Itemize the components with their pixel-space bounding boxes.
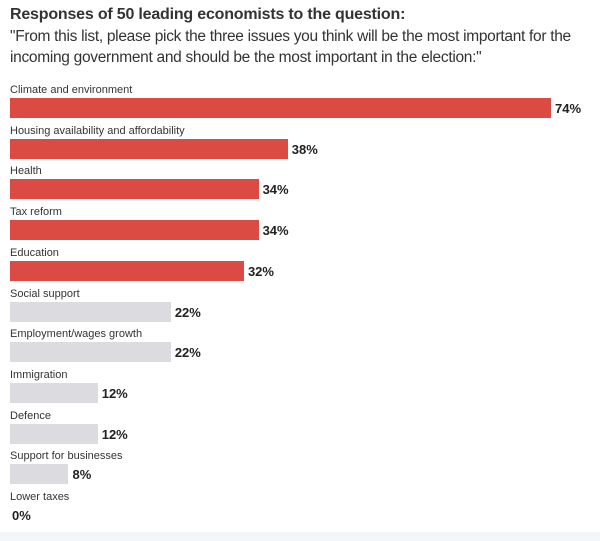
bar-row: Tax reform 34% xyxy=(10,206,600,246)
category-label: Lower taxes xyxy=(10,491,70,503)
category-label: Climate and environment xyxy=(10,84,133,96)
bar xyxy=(10,98,551,118)
chart-subtitle: "From this list, please pick the three i… xyxy=(10,28,571,66)
bar-row: Health 34% xyxy=(10,165,600,205)
category-label: Social support xyxy=(10,287,80,300)
category-label: Employment/wages growth xyxy=(10,328,143,341)
value-label: 22% xyxy=(174,304,201,320)
bar-row: Housing availability and affordability 38… xyxy=(10,125,600,165)
value-label: 74% xyxy=(555,101,582,116)
value-label: 12% xyxy=(101,426,128,442)
category-label: Defence xyxy=(10,409,51,422)
bar-row: Climate and environment 74% xyxy=(10,84,600,124)
category-label: Immigration xyxy=(10,368,68,381)
bar xyxy=(10,138,288,159)
bar xyxy=(10,179,259,200)
category-label: Health xyxy=(10,165,42,178)
bar-row: Education 32% xyxy=(10,247,600,287)
bar-row: Lower taxes 0% xyxy=(10,491,600,531)
bar xyxy=(10,301,171,322)
bar-row: Support for businesses 8% xyxy=(10,450,600,490)
bar xyxy=(10,220,259,241)
category-label: Tax reform xyxy=(10,206,62,219)
value-label: 38% xyxy=(291,141,318,157)
value-label: 12% xyxy=(101,385,128,401)
bar-row: Defence 12% xyxy=(10,410,600,450)
bottom-strip xyxy=(0,532,600,541)
value-label: 34% xyxy=(262,223,289,239)
value-label: 32% xyxy=(247,263,274,279)
bar xyxy=(10,260,244,281)
value-label: 34% xyxy=(262,182,289,198)
bar-row: Immigration 12% xyxy=(10,369,600,409)
chart-title: Responses of 50 leading economists to th… xyxy=(10,6,406,23)
bar xyxy=(10,464,69,485)
category-label: Education xyxy=(10,246,59,259)
bar-row: Social support 22% xyxy=(10,288,600,328)
bar xyxy=(10,382,98,403)
bar-row: Employment/wages growth 22% xyxy=(10,328,600,368)
category-label: Housing availability and affordability xyxy=(10,124,185,137)
value-label: 0% xyxy=(12,508,31,523)
category-label: Support for businesses xyxy=(10,450,123,463)
value-label: 22% xyxy=(174,345,201,361)
value-label: 8% xyxy=(72,467,92,483)
bar xyxy=(10,342,171,363)
bar xyxy=(10,423,98,444)
